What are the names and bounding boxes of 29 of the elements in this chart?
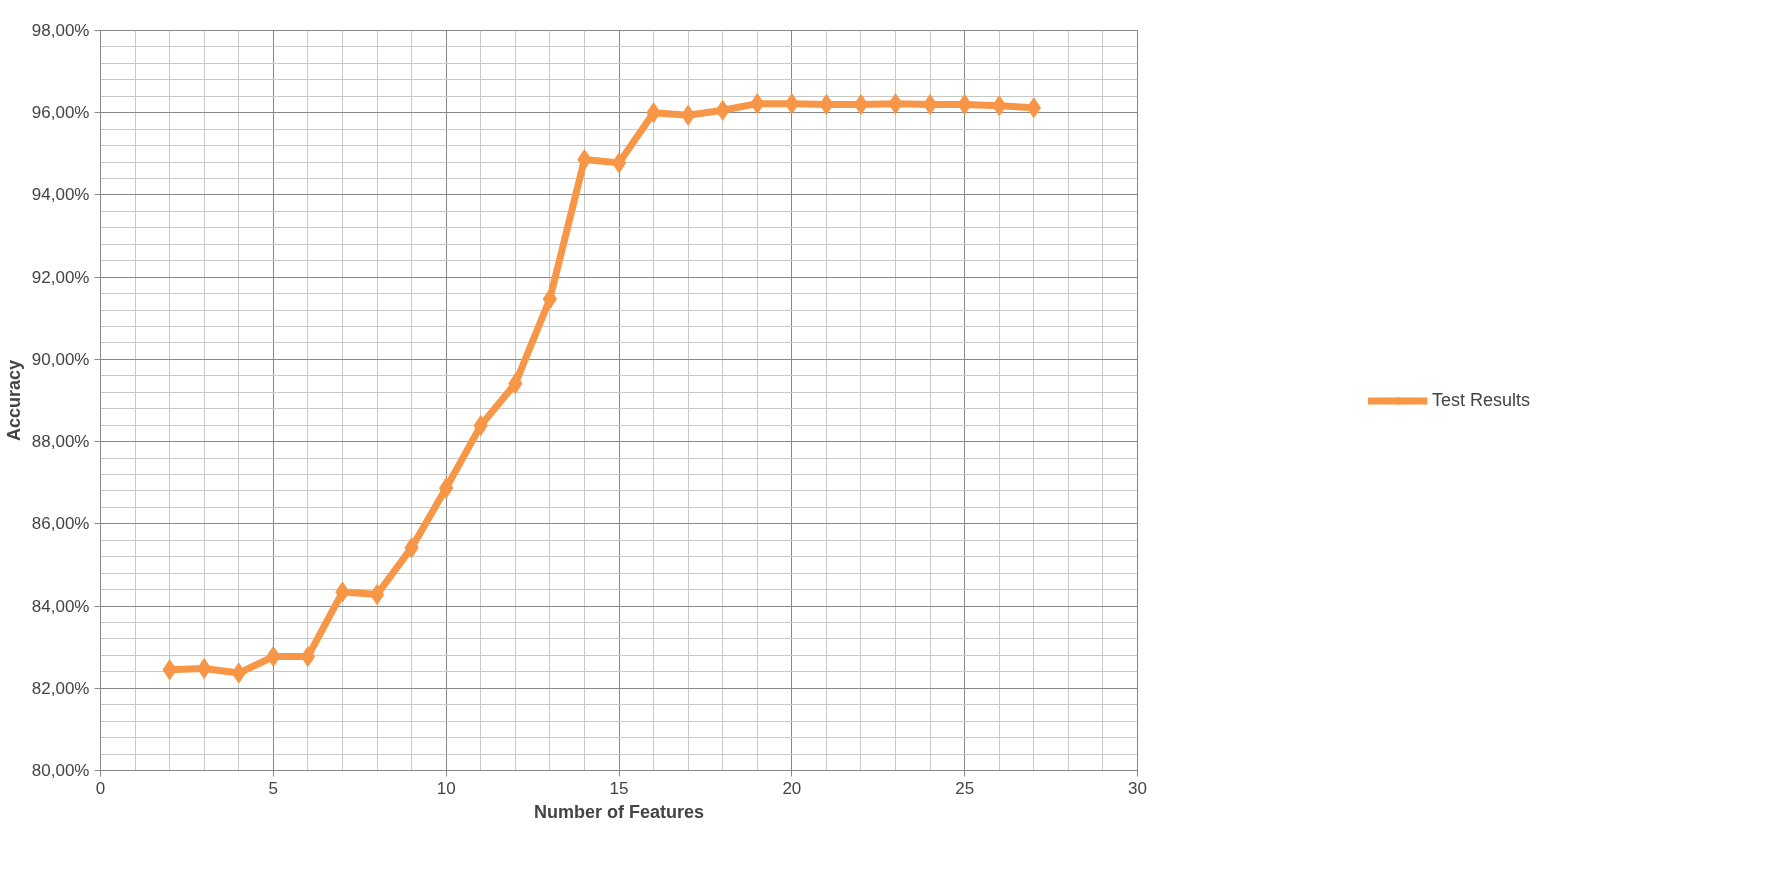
x-tick-label: 0 (95, 778, 106, 798)
y-tick-label: 84,00% (31, 596, 90, 616)
y-tick-label: 86,00% (31, 514, 90, 534)
point (819, 94, 834, 115)
point (542, 288, 558, 310)
x-tick-label: 20 (782, 778, 802, 798)
x-tick-label: 10 (436, 778, 456, 798)
point (922, 94, 938, 115)
y-tick-label: 88,00% (31, 432, 90, 452)
x-tick-label: 25 (955, 778, 975, 798)
x-tick-label: 30 (1128, 778, 1147, 798)
x-tick-label: 5 (268, 778, 279, 798)
point (300, 646, 316, 668)
point (853, 94, 869, 115)
point (957, 94, 972, 115)
x-tick-label: 15 (609, 778, 629, 798)
point (680, 104, 696, 126)
y-tick-label: 82,00% (31, 678, 90, 698)
y-tick-label: 90,00% (31, 349, 90, 369)
point (369, 584, 385, 606)
y-tick-label: 98,00% (31, 21, 90, 40)
y-tick-label: 80,00% (31, 761, 90, 780)
x-axis-title: Number of Features (533, 801, 705, 822)
y-axis-title: Accuracy (3, 359, 24, 442)
y-tick-label: 92,00% (31, 267, 90, 287)
point (611, 152, 627, 174)
y-tick-label: 96,00% (31, 103, 90, 123)
y-tick-label: 94,00% (31, 185, 90, 205)
legend-label: Test Results (1431, 389, 1531, 411)
